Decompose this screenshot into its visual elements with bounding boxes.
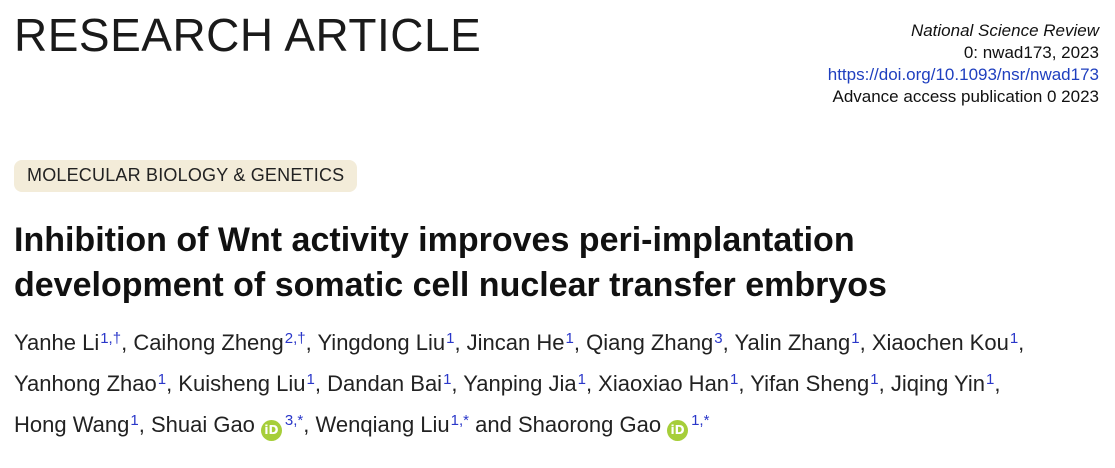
affiliation-superscript[interactable]: 3 (714, 330, 723, 347)
author-name: Yalin Zhang (734, 330, 851, 355)
author-name: Jiqing Yin (890, 371, 986, 396)
author-separator: , (878, 371, 891, 396)
affiliation-superscript[interactable]: 1 (577, 371, 586, 388)
affiliation-superscript[interactable]: 1 (1009, 330, 1019, 347)
author-separator: , (454, 330, 467, 355)
author-separator: , (305, 330, 318, 355)
author-9[interactable]: Kuisheng Liu1 (178, 371, 315, 396)
author-6[interactable]: Yalin Zhang1 (734, 330, 859, 355)
author-14[interactable]: Jiqing Yin1 (891, 371, 995, 396)
author-name: Dandan Bai (327, 371, 443, 396)
article-type-heading: RESEARCH ARTICLE (14, 9, 482, 61)
author-7[interactable]: Xiaochen Kou1 (872, 330, 1018, 355)
author-separator: , (314, 371, 328, 396)
author-separator: , (1018, 330, 1025, 355)
author-name: Xiaochen Kou (871, 330, 1009, 355)
affiliation-superscript[interactable]: 1 (565, 330, 574, 347)
author-18[interactable]: Shaorong Gao iD1,* (517, 412, 710, 441)
title-line-2: development of somatic cell nuclear tran… (14, 266, 887, 304)
author-name: Kuisheng Liu (178, 371, 306, 396)
author-separator: , (451, 371, 464, 396)
author-separator: , (121, 330, 134, 355)
author-separator: , (303, 412, 316, 437)
author-8[interactable]: Yanhong Zhao1 (14, 371, 166, 396)
author-separator: , (738, 371, 751, 396)
author-name: Xiaoxiao Han (598, 371, 730, 396)
journal-info: National Science Review 0: nwad173, 2023… (828, 20, 1099, 108)
author-12[interactable]: Xiaoxiao Han1 (598, 371, 738, 396)
author-16[interactable]: Shuai Gao iD3,* (150, 412, 304, 441)
affiliation-superscript[interactable]: 1 (443, 371, 452, 388)
author-2[interactable]: Caihong Zheng2,† (133, 330, 305, 355)
author-name: Yingdong Liu (317, 330, 446, 355)
affiliation-superscript[interactable]: 1,† (100, 330, 122, 347)
affiliation-superscript[interactable]: 1 (870, 371, 879, 388)
author-11[interactable]: Yanping Jia1 (463, 371, 586, 396)
publication-date: Advance access publication 0 2023 (832, 87, 1099, 106)
affiliation-superscript[interactable]: 2,† (284, 330, 306, 347)
affiliation-superscript[interactable]: 1,* (450, 412, 470, 429)
author-name: Wenqiang Liu (315, 412, 450, 437)
author-separator: , (722, 330, 735, 355)
journal-volume: 0: nwad173, 2023 (963, 43, 1099, 62)
author-15[interactable]: Hong Wang1 (14, 412, 139, 437)
author-separator: , (138, 412, 151, 437)
orcid-icon[interactable]: iD (667, 420, 689, 441)
affiliation-superscript[interactable]: 1,* (691, 412, 710, 429)
affiliation-superscript[interactable]: 1 (986, 371, 995, 388)
affiliation-superscript[interactable]: 1 (446, 330, 455, 347)
affiliation-superscript[interactable]: 1 (306, 371, 315, 388)
affiliation-superscript[interactable]: 1 (157, 371, 167, 388)
affiliation-superscript[interactable]: 1 (130, 412, 139, 429)
author-5[interactable]: Qiang Zhang3 (586, 330, 723, 355)
author-name: Shuai Gao (150, 412, 255, 437)
author-separator: , (573, 330, 587, 355)
author-3[interactable]: Yingdong Liu1 (317, 330, 454, 355)
orcid-icon[interactable]: iD (260, 420, 282, 441)
affiliation-superscript[interactable]: 3,* (284, 412, 304, 429)
author-10[interactable]: Dandan Bai1 (327, 371, 451, 396)
journal-name: National Science Review (910, 21, 1099, 40)
author-4[interactable]: Jincan He1 (467, 330, 574, 355)
author-name: Hong Wang (14, 412, 130, 437)
author-name: Yifan Sheng (750, 371, 870, 396)
author-name: Caihong Zheng (133, 330, 284, 355)
author-name: Qiang Zhang (586, 330, 714, 355)
affiliation-superscript[interactable]: 1 (730, 371, 739, 388)
author-17[interactable]: Wenqiang Liu1,* (316, 412, 470, 437)
author-separator: , (585, 371, 599, 396)
author-name: Jincan He (466, 330, 565, 355)
author-separator: , (166, 371, 179, 396)
author-separator: , (994, 371, 1001, 396)
article-title: Inhibition of Wnt activity improves peri… (14, 218, 1094, 308)
author-separator: , (859, 330, 872, 355)
author-list: Yanhe Li1,†, Caihong Zheng2,†, Yingdong … (14, 320, 1104, 443)
author-1[interactable]: Yanhe Li1,† (14, 330, 121, 355)
author-name: Yanhe Li (14, 330, 100, 355)
author-separator: and (469, 412, 518, 437)
author-13[interactable]: Yifan Sheng1 (750, 371, 878, 396)
title-line-1: Inhibition of Wnt activity improves peri… (14, 221, 855, 259)
author-name: Shaorong Gao (517, 412, 662, 437)
affiliation-superscript[interactable]: 1 (851, 330, 860, 347)
author-name: Yanhong Zhao (14, 371, 157, 396)
author-name: Yanping Jia (463, 371, 577, 396)
doi-link[interactable]: https://doi.org/10.1093/nsr/nwad173 (827, 65, 1099, 84)
subject-category-badge: MOLECULAR BIOLOGY & GENETICS (14, 160, 358, 192)
